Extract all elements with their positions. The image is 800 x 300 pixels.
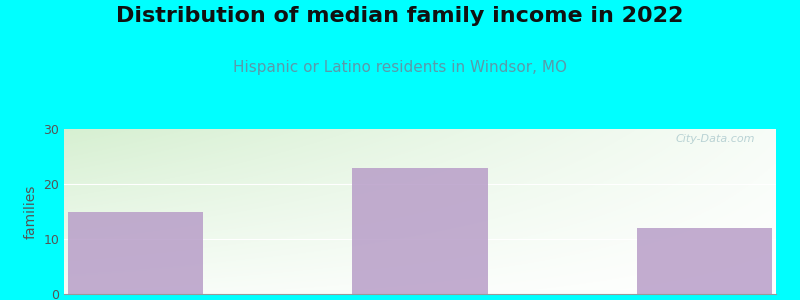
Bar [637,228,773,294]
Text: Hispanic or Latino residents in Windsor, MO: Hispanic or Latino residents in Windsor,… [233,60,567,75]
Text: Distribution of median family income in 2022: Distribution of median family income in … [116,6,684,26]
Bar [67,212,203,294]
Text: City-Data.com: City-Data.com [675,134,754,144]
Y-axis label: families: families [24,184,38,239]
Bar [352,167,488,294]
